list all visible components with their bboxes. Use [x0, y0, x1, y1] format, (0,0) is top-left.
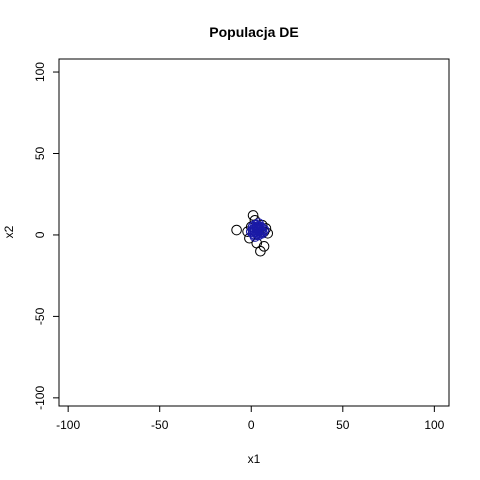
y-tick-label: 0: [33, 231, 47, 238]
data-point: [232, 225, 242, 235]
y-axis: -100 -50 0 50 100: [33, 62, 59, 410]
chart-title: Populacja DE: [209, 24, 298, 40]
x-tick-label: -50: [151, 418, 169, 432]
x-tick-label: 100: [424, 418, 444, 432]
x-tick-label: 50: [336, 418, 350, 432]
x-tick-label: -100: [56, 418, 80, 432]
y-tick-label: -100: [33, 386, 47, 410]
y-tick-label: 100: [33, 62, 47, 82]
y-tick-label: -50: [33, 307, 47, 325]
data-points: [232, 211, 273, 256]
x-axis: -100 -50 0 50 100: [56, 406, 445, 432]
x-axis-label: x1: [248, 452, 261, 466]
x-tick-label: 0: [248, 418, 255, 432]
y-axis-label: x2: [2, 225, 16, 238]
y-tick-label: 50: [33, 146, 47, 160]
